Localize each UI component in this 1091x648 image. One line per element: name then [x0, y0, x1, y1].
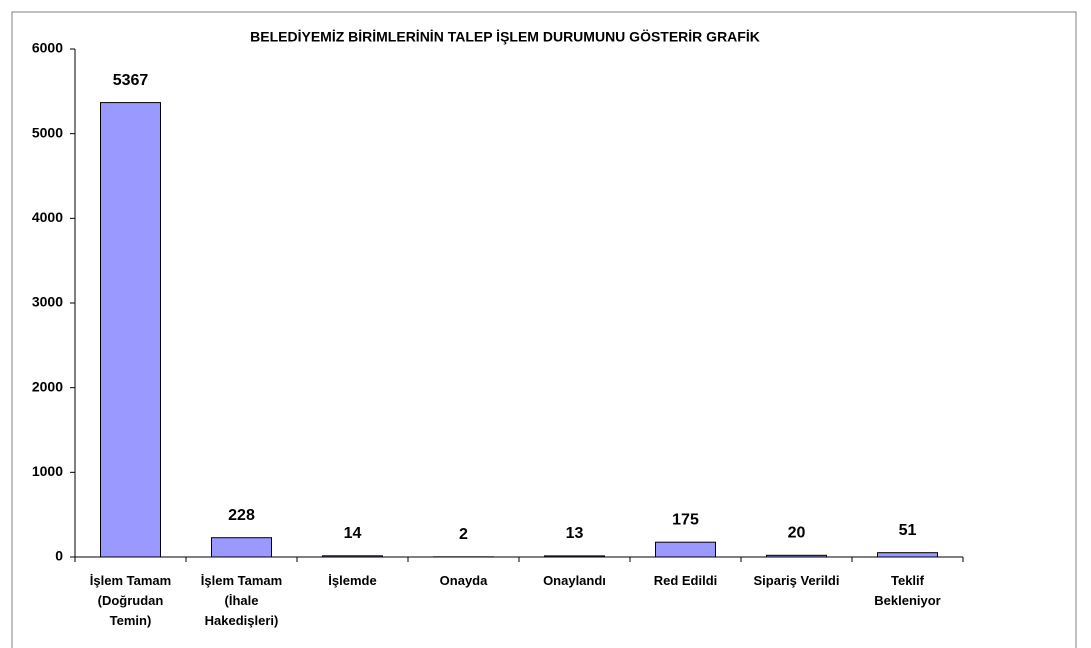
x-tick-label: İşlem Tamam (Doğrudan Temin) — [89, 573, 172, 628]
data-label: 13 — [566, 525, 584, 542]
data-label: 228 — [228, 507, 255, 524]
y-tick-label: 2000 — [32, 378, 63, 394]
x-tick-label: Onaylandı — [543, 573, 606, 588]
x-tick-label: Red Edildi — [653, 573, 718, 588]
y-tick-label: 3000 — [32, 294, 63, 310]
x-tick-label: İşlemde — [328, 573, 377, 588]
data-label: 5367 — [113, 72, 149, 89]
x-tick-label: Onayda — [439, 573, 488, 588]
data-label: 51 — [899, 522, 917, 539]
bar — [322, 555, 383, 558]
data-label: 14 — [344, 525, 362, 542]
bar — [655, 541, 716, 558]
data-label: 2 — [459, 526, 468, 543]
data-label: 20 — [788, 525, 806, 542]
bar — [766, 554, 827, 558]
data-label: 175 — [672, 511, 699, 528]
chart-border — [11, 11, 1077, 648]
bar — [877, 552, 938, 558]
y-tick-label: 6000 — [32, 40, 63, 56]
y-tick-label: 0 — [55, 548, 63, 564]
y-tick-label: 4000 — [32, 209, 63, 225]
y-tick-label: 5000 — [32, 124, 63, 140]
bar — [544, 555, 605, 558]
bar — [100, 102, 161, 558]
chart-title: BELEDİYEMİZ BİRİMLERİNİN TALEP İŞLEM DUR… — [250, 29, 760, 45]
x-tick-label: Teklif Bekleniyor — [874, 573, 941, 608]
bar — [211, 537, 272, 558]
y-tick-label: 1000 — [32, 463, 63, 479]
x-tick-label: İşlem Tamam (İhale Hakedişleri) — [200, 573, 283, 628]
x-tick-label: Sipariş Verildi — [753, 573, 840, 588]
